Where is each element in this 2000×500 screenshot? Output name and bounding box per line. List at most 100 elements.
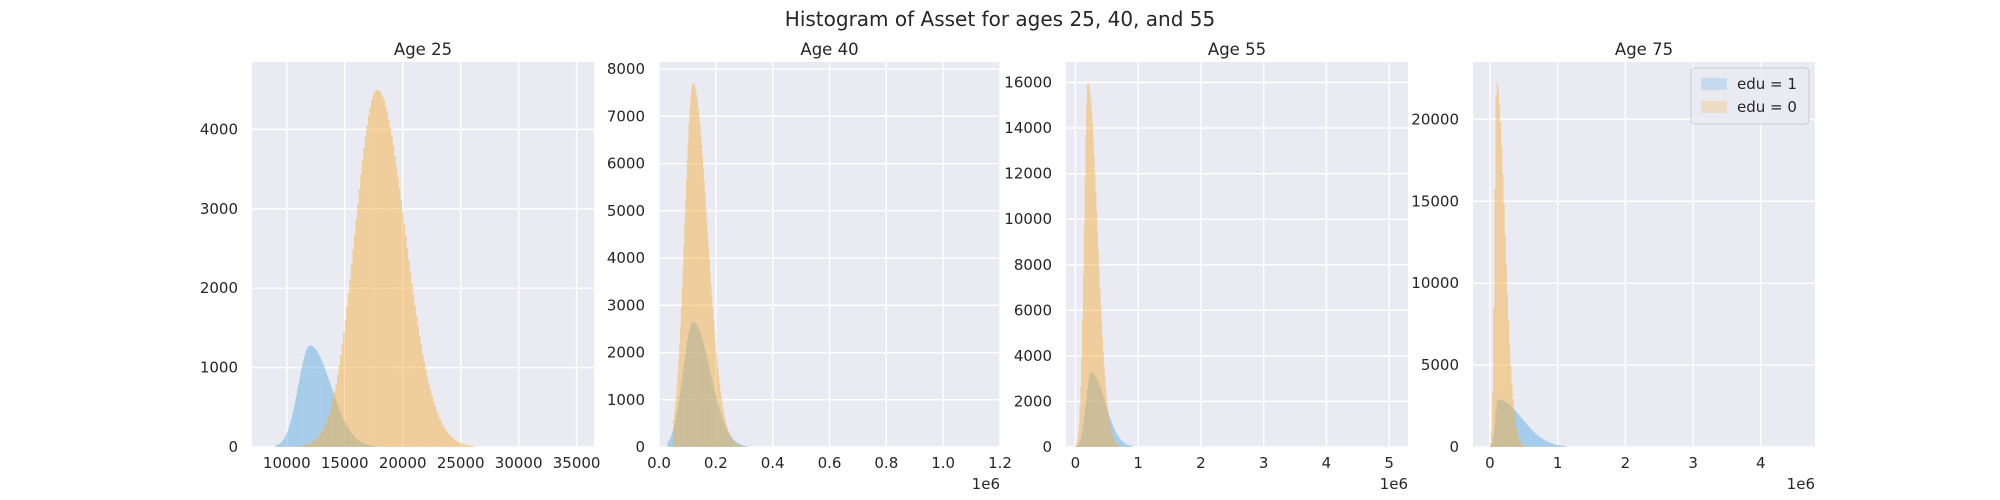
x-tick-label: 2 bbox=[1621, 454, 1631, 472]
histogram-bar bbox=[321, 359, 322, 447]
histogram-bar bbox=[322, 363, 324, 447]
y-tick-label: 0 bbox=[1042, 438, 1052, 456]
histogram-bar bbox=[1083, 225, 1085, 447]
histogram-bar bbox=[1519, 440, 1521, 447]
histogram-bar bbox=[352, 249, 355, 447]
y-tick-label: 10000 bbox=[1411, 274, 1459, 292]
y-tick-label: 2000 bbox=[200, 279, 238, 297]
histogram-bar bbox=[1506, 294, 1508, 447]
histogram-bar bbox=[473, 446, 475, 447]
histogram-bar bbox=[386, 112, 389, 448]
histogram-bar bbox=[714, 340, 716, 447]
histogram-bar bbox=[321, 361, 323, 447]
x-tick-label: 10000 bbox=[263, 454, 311, 472]
histogram-bar bbox=[437, 414, 440, 447]
histogram-bar bbox=[709, 272, 711, 447]
histogram-bar bbox=[287, 429, 289, 447]
histogram-bar bbox=[442, 425, 444, 447]
x-offset-label: 1e6 bbox=[1380, 475, 1408, 493]
histogram-bar bbox=[1556, 444, 1558, 447]
histogram-bar bbox=[726, 427, 728, 447]
histogram-bar bbox=[403, 224, 406, 447]
histogram-bar bbox=[449, 436, 452, 447]
histogram-bar bbox=[381, 96, 384, 447]
legend-label: edu = 1 bbox=[1737, 75, 1797, 93]
x-tick-label: 0 bbox=[1071, 454, 1081, 472]
histogram-bar bbox=[1094, 173, 1096, 447]
histogram-bar bbox=[1541, 438, 1543, 447]
histogram-bar bbox=[1510, 366, 1512, 447]
histogram-bar bbox=[1493, 307, 1495, 447]
histogram-bar bbox=[294, 402, 296, 447]
histogram-bar bbox=[1102, 338, 1104, 447]
histogram-bar bbox=[409, 271, 412, 447]
histogram-bar bbox=[706, 219, 708, 447]
histogram-bar bbox=[291, 417, 293, 447]
histogram-bar bbox=[283, 438, 285, 447]
histogram-bar bbox=[680, 325, 681, 447]
histogram-bar bbox=[713, 319, 715, 447]
histogram-bar bbox=[400, 200, 402, 447]
histogram-bar bbox=[1089, 91, 1091, 447]
histogram-bar bbox=[1101, 322, 1103, 447]
histogram-bar bbox=[378, 91, 381, 447]
x-tick-label: 0.6 bbox=[818, 454, 842, 472]
histogram-bar bbox=[295, 397, 297, 447]
y-tick-label: 7000 bbox=[607, 107, 645, 125]
histogram-bar bbox=[1552, 443, 1554, 447]
histogram-bar bbox=[1077, 439, 1078, 447]
histogram-bar bbox=[1548, 442, 1550, 447]
histogram-bar bbox=[1097, 230, 1099, 447]
histogram-bar bbox=[1495, 95, 1497, 447]
histogram-bar bbox=[1527, 426, 1530, 447]
histogram-bar bbox=[1122, 441, 1124, 447]
histogram-bar bbox=[288, 426, 290, 447]
histogram-bar bbox=[309, 345, 311, 447]
histogram-bar bbox=[290, 420, 292, 447]
histogram-bar bbox=[746, 446, 748, 447]
histogram-bar bbox=[1113, 439, 1115, 447]
plot-area bbox=[1066, 62, 1408, 447]
histogram-bar bbox=[1119, 445, 1121, 447]
x-tick-label: 4 bbox=[1756, 454, 1766, 472]
x-tick-label: 3 bbox=[1688, 454, 1698, 472]
histogram-bar bbox=[718, 376, 720, 447]
histogram-bar bbox=[326, 420, 328, 447]
histogram-bar bbox=[1109, 424, 1111, 447]
histogram-bar bbox=[324, 368, 326, 447]
histogram-bar bbox=[315, 348, 316, 447]
histogram-bar bbox=[705, 206, 707, 447]
histogram-bar bbox=[346, 306, 348, 447]
histogram-bar bbox=[1561, 445, 1564, 447]
histogram-bar bbox=[733, 441, 735, 447]
histogram-bar bbox=[691, 89, 692, 447]
series-edu-0 bbox=[673, 83, 744, 448]
histogram-bar bbox=[304, 353, 306, 447]
histogram-bar bbox=[1563, 445, 1565, 447]
plot-area bbox=[1473, 62, 1815, 447]
histogram-bar bbox=[1544, 440, 1546, 447]
histogram-bar bbox=[372, 95, 375, 447]
histogram-bar bbox=[395, 166, 398, 447]
histogram-bar bbox=[1523, 421, 1526, 447]
histogram-bar bbox=[462, 443, 464, 447]
histogram-bar bbox=[423, 361, 426, 447]
histogram-bar bbox=[1521, 444, 1523, 447]
histogram-bar bbox=[428, 383, 430, 447]
histogram-bar bbox=[1535, 434, 1538, 447]
histogram-bar bbox=[445, 430, 447, 447]
histogram-bar bbox=[328, 380, 330, 447]
histogram-bar bbox=[715, 350, 717, 447]
histogram-bar bbox=[1088, 85, 1090, 447]
y-tick-label: 5000 bbox=[607, 202, 645, 220]
histogram-bar bbox=[1082, 318, 1083, 447]
histogram-bar bbox=[1084, 177, 1086, 447]
histogram-bar bbox=[1113, 427, 1115, 447]
histogram-bar bbox=[744, 445, 746, 447]
histogram-bar bbox=[380, 93, 382, 448]
histogram-bar bbox=[707, 232, 709, 447]
histogram-bar bbox=[310, 345, 312, 447]
histogram-bar bbox=[307, 444, 310, 447]
histogram-bar bbox=[312, 346, 314, 447]
histogram-bar bbox=[289, 423, 291, 447]
